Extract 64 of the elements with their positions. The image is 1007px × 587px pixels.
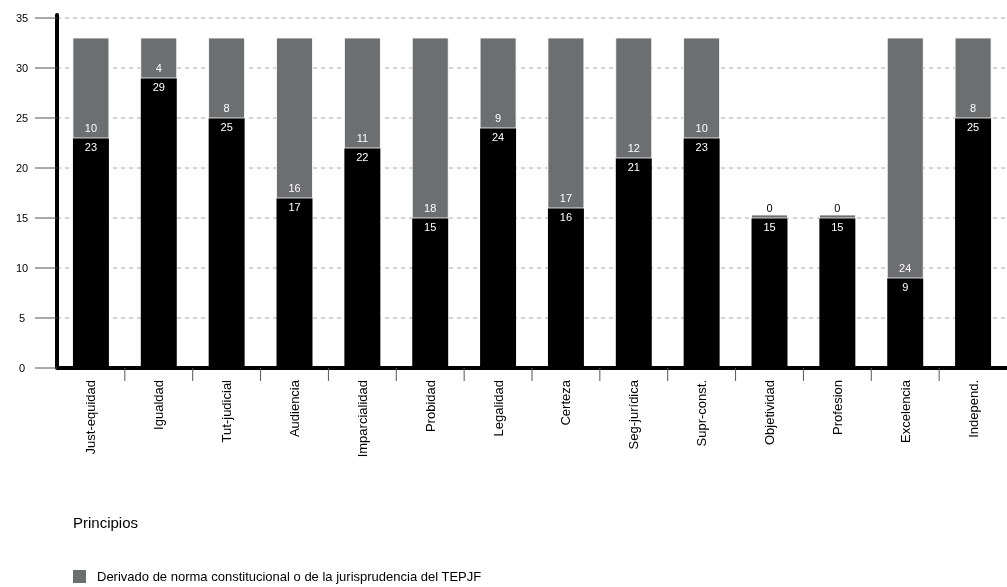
- data-label: 17: [288, 201, 301, 213]
- x-tick-label: Tut-judicial: [219, 379, 235, 443]
- bar: [411, 37, 449, 219]
- bar: [276, 37, 313, 199]
- x-axis-title: Principios: [73, 514, 139, 531]
- x-tick-label: Supr-const.: [694, 380, 710, 447]
- legend-label: Derivado de norma constitucional o de la jurisprudencia del TEPJF: [97, 569, 482, 584]
- data-label: 25: [220, 121, 233, 133]
- y-tick-label: 25: [15, 111, 29, 124]
- data-label: 16: [288, 182, 301, 194]
- y-tick-label: 0: [18, 361, 26, 374]
- x-tick-label: Excelencia: [897, 379, 913, 443]
- x-tick-label: Profesion: [829, 380, 845, 435]
- data-label: 4: [155, 62, 162, 74]
- bar: [547, 37, 585, 209]
- x-tick-label: Seg-jurídica: [626, 379, 642, 450]
- x-tick-label: Probidad: [422, 380, 438, 433]
- bar: [954, 37, 992, 119]
- data-label: 24: [491, 131, 505, 143]
- data-label: 17: [559, 192, 573, 204]
- bar: [683, 37, 721, 139]
- x-tick-label: Just-equidad: [83, 380, 99, 455]
- bar: [208, 37, 246, 119]
- data-label: 9: [902, 281, 909, 293]
- bar: [343, 37, 381, 149]
- y-tick-label: 15: [15, 211, 29, 224]
- x-tick-label: Certeza: [558, 379, 574, 426]
- x-tick-label: Igualdad: [151, 380, 167, 430]
- bar: [886, 37, 924, 279]
- bar: [479, 37, 517, 129]
- x-tick-label: Legalidad: [490, 380, 506, 437]
- data-label: 23: [84, 141, 98, 153]
- data-label: 11: [356, 132, 369, 144]
- y-tick-label: 35: [15, 11, 29, 24]
- data-label: 8: [223, 102, 230, 114]
- data-label: 24: [899, 262, 912, 274]
- data-label: 29: [152, 81, 165, 93]
- x-tick-label: Audiencia: [287, 379, 303, 438]
- bar: [72, 37, 110, 139]
- x-tick-label: Imparcialidad: [354, 380, 370, 458]
- data-label: 21: [627, 161, 640, 173]
- bar: [140, 37, 178, 79]
- data-label: 9: [495, 112, 502, 124]
- data-label: 15: [763, 221, 776, 233]
- y-tick-label: 20: [15, 161, 29, 174]
- data-label: 0: [766, 202, 773, 214]
- data-label: 15: [424, 221, 437, 233]
- data-label: 12: [627, 142, 640, 154]
- data-label: 25: [966, 121, 980, 133]
- bar: [615, 37, 653, 159]
- data-label: 18: [424, 202, 437, 214]
- data-label: 22: [356, 151, 369, 163]
- data-label: 8: [970, 102, 977, 114]
- data-label: 10: [695, 122, 708, 134]
- x-tick-label: Objetividad: [762, 380, 778, 446]
- y-tick-label: 30: [15, 61, 29, 74]
- data-label: 10: [84, 122, 98, 134]
- data-label: 0: [834, 202, 841, 214]
- y-tick-label: 5: [18, 311, 26, 324]
- y-tick-label: 10: [15, 261, 29, 274]
- data-label: 23: [695, 141, 708, 153]
- data-label: 16: [559, 211, 573, 223]
- x-tick-label: Independ.: [965, 380, 981, 438]
- data-label: 15: [831, 221, 844, 233]
